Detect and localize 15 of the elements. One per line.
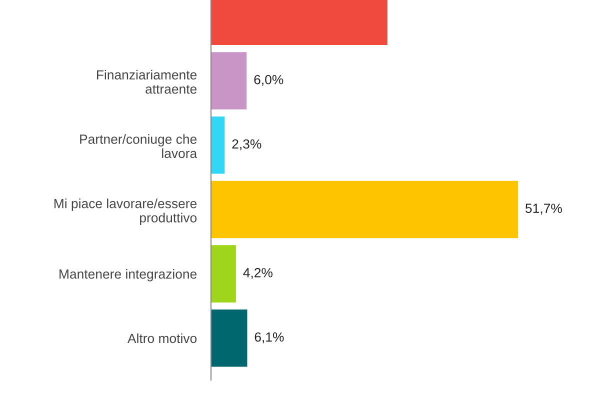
y-tick-label: Mi piace lavorare/essere produttivo — [54, 198, 197, 226]
data-label: 6,0% — [254, 74, 284, 86]
y-tick-label: Partner/coniuge che lavora — [80, 134, 198, 158]
bar — [211, 116, 225, 174]
bar — [211, 180, 518, 238]
data-label: 4,2% — [243, 268, 272, 279]
bar — [211, 310, 248, 367]
bar — [211, 245, 236, 302]
data-label: 51,7% — [525, 204, 562, 215]
y-tick-label: Mantenere integrazione — [60, 269, 197, 282]
y-tick-label: Finanziariamente attraente — [96, 70, 197, 94]
y-tick-label: Altro motivo — [127, 333, 197, 344]
bar — [211, 52, 247, 110]
data-label: 2,3% — [232, 139, 262, 150]
data-label: 6,1% — [254, 332, 284, 344]
